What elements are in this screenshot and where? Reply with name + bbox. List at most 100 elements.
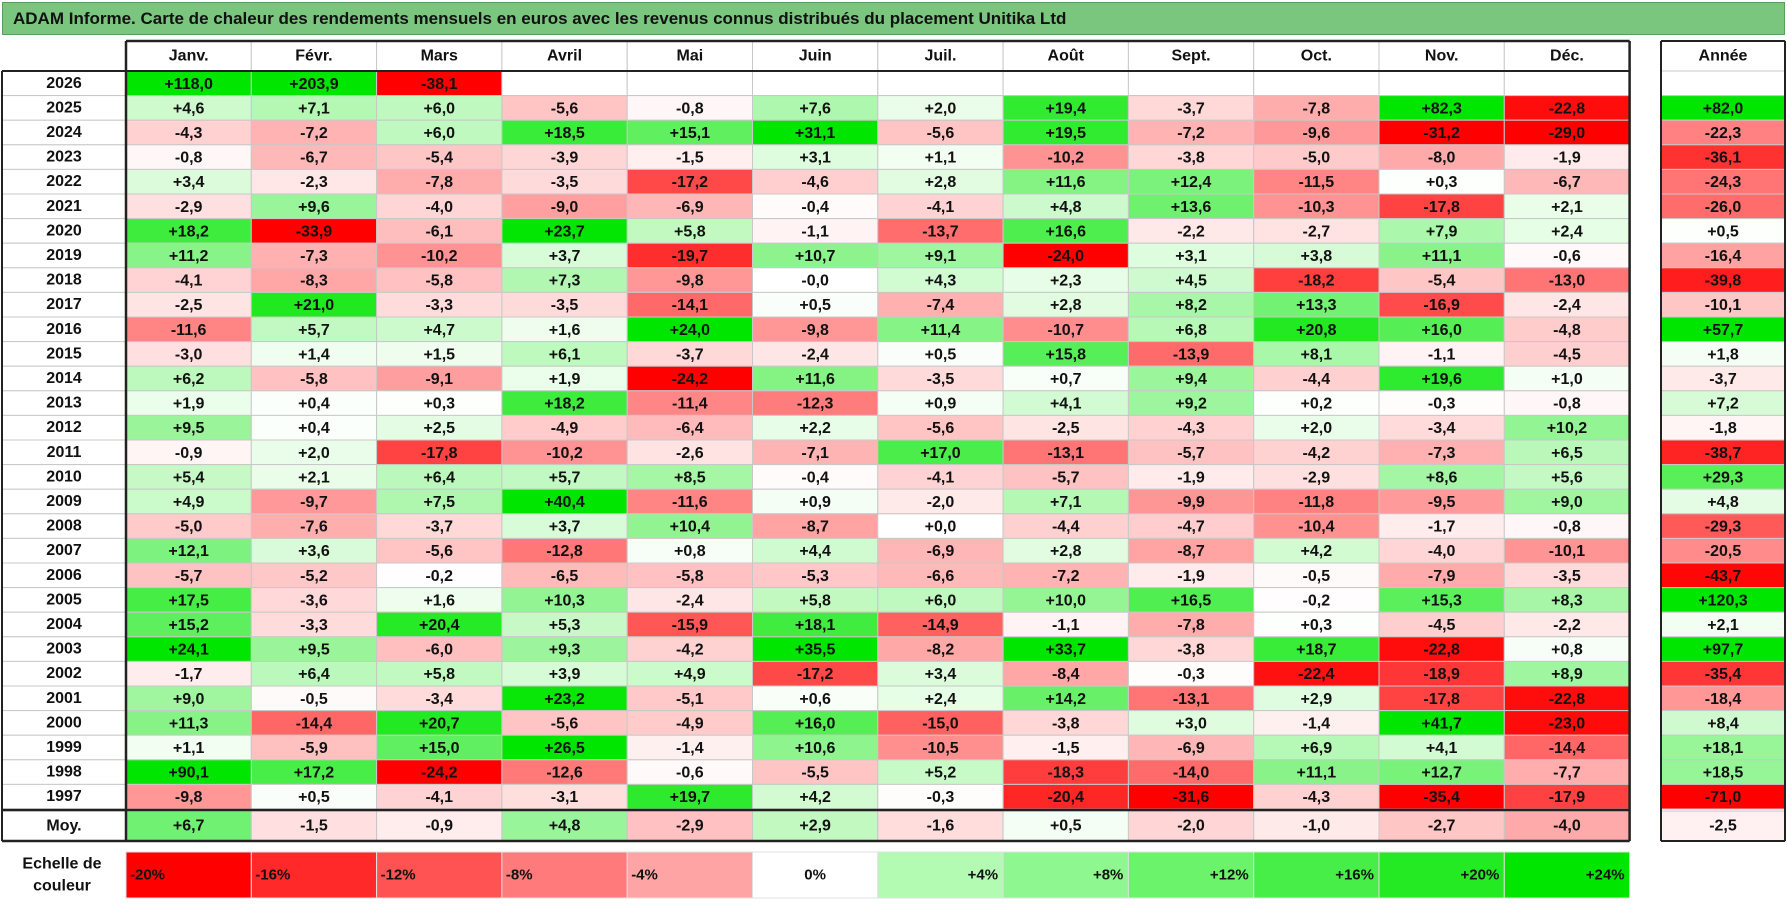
year-label: 2001 <box>46 690 82 707</box>
cell-value: -3,8 <box>1177 150 1205 167</box>
cell-value: -6,9 <box>1177 740 1205 757</box>
heatmap-cell <box>1127 537 1255 564</box>
legend-stop-label: +24% <box>1586 867 1625 884</box>
heatmap-cell <box>1002 562 1129 589</box>
annual-value: +7,2 <box>1707 396 1739 413</box>
heatmap-cell <box>626 390 754 416</box>
annual-value: +4,8 <box>1707 494 1739 511</box>
heatmap-cell <box>376 341 503 367</box>
heatmap-cell <box>1127 70 1255 97</box>
cell-value: +4,1 <box>1050 396 1082 413</box>
annual-value: +1,8 <box>1707 346 1739 363</box>
heatmap-cell <box>1127 587 1255 613</box>
cell-value: +1,6 <box>423 592 455 609</box>
cell-value: -0,8 <box>175 150 203 167</box>
cell-value: -7,4 <box>927 297 955 314</box>
heatmap-cell <box>1378 119 1505 146</box>
heatmap-cell <box>1127 218 1255 244</box>
cell-value: -17,8 <box>1423 199 1460 216</box>
heatmap-cell <box>1002 267 1129 293</box>
month-header-cell <box>752 40 879 72</box>
annual-cell <box>1660 513 1786 539</box>
cell-value: -6,6 <box>927 568 955 585</box>
cell-value: -24,2 <box>421 765 458 782</box>
cell-value: +19,7 <box>670 789 711 806</box>
year-label: 1998 <box>46 764 82 781</box>
heatmap-cell <box>1002 341 1129 367</box>
cell-value: +8,3 <box>1551 592 1583 609</box>
cell-value: +2,9 <box>1301 691 1333 708</box>
cell-value: -5,6 <box>551 715 579 732</box>
heatmap-cell <box>1002 537 1129 564</box>
annual-value: +82,0 <box>1703 100 1744 117</box>
cell-value: -1,1 <box>801 223 829 240</box>
cell-value: +4,6 <box>173 100 205 117</box>
heatmap-cell <box>250 587 378 613</box>
year-label: 2005 <box>46 591 82 608</box>
cell-value: -0,3 <box>1428 396 1456 413</box>
cell-value: +0,9 <box>925 396 957 413</box>
cell-value: -24,0 <box>1048 248 1085 265</box>
cell-value: +9,6 <box>298 199 330 216</box>
cell-value: +3,0 <box>1175 715 1207 732</box>
cell-value: -4,9 <box>676 715 704 732</box>
heatmap-cell <box>250 636 378 662</box>
cell-value: -3,8 <box>1177 642 1205 659</box>
legend-swatch <box>1253 851 1380 899</box>
average-cell <box>752 810 879 842</box>
annual-cell <box>1660 341 1786 367</box>
cell-value: -1,4 <box>1303 715 1331 732</box>
cell-value: -13,0 <box>1549 273 1586 290</box>
heatmap-cell <box>376 636 503 662</box>
heatmap-cell <box>1002 660 1129 687</box>
cell-value: -3,5 <box>551 297 579 314</box>
heatmap-cell <box>250 316 378 343</box>
heatmap-cell <box>501 783 628 810</box>
cell-value: +16,6 <box>1046 223 1087 240</box>
cell-value: +4,2 <box>799 789 831 806</box>
cell-value: +8,5 <box>674 469 706 486</box>
cell-value: +9,5 <box>173 420 205 437</box>
cell-value: -4,1 <box>425 789 453 806</box>
annual-value: -22,3 <box>1705 125 1742 142</box>
cell-value: -9,5 <box>1428 494 1456 511</box>
cell-value: -5,7 <box>1052 469 1080 486</box>
year-cell <box>1 464 127 490</box>
cell-value: +6,0 <box>423 100 455 117</box>
heatmap-cell <box>1378 218 1505 244</box>
heatmap-cell <box>501 414 628 441</box>
annual-cell <box>1660 242 1786 269</box>
cell-value: -7,7 <box>1553 765 1581 782</box>
cell-value: +0,5 <box>799 297 831 314</box>
heatmap-cell <box>501 636 628 662</box>
heatmap-cell <box>1378 365 1505 392</box>
cell-value: -17,9 <box>1549 789 1586 806</box>
cell-value: -4,0 <box>425 199 453 216</box>
annual-value: +18,1 <box>1703 740 1744 757</box>
cell-value: +10,3 <box>544 592 585 609</box>
cell-value: -0,2 <box>425 568 453 585</box>
cell-value: -9,0 <box>551 199 579 216</box>
cell-value: +7,1 <box>298 100 330 117</box>
month-header-cell <box>1378 40 1505 72</box>
annual-value: +0,5 <box>1707 223 1739 240</box>
heatmap-cell <box>752 537 879 564</box>
cell-value: -14,0 <box>1173 765 1210 782</box>
cell-value: -0,0 <box>801 273 829 290</box>
heatmap-cell <box>1503 267 1631 293</box>
annual-value: -35,4 <box>1705 666 1742 683</box>
cell-value: -7,8 <box>425 174 453 191</box>
cell-value: -15,9 <box>672 617 709 634</box>
heatmap-cell <box>1378 242 1505 269</box>
month-header-label: Août <box>1048 48 1085 65</box>
heatmap-cell <box>376 316 503 343</box>
cell-value: +17,2 <box>294 765 335 782</box>
heatmap-cell <box>376 611 503 638</box>
heatmap-cell <box>1503 316 1631 343</box>
month-header-label: Nov. <box>1425 48 1458 65</box>
cell-value: +6,9 <box>1301 740 1333 757</box>
month-header-cell <box>1002 40 1129 72</box>
cell-value: +6,4 <box>298 666 330 683</box>
cell-value: +6,2 <box>173 371 205 388</box>
cell-value: -3,0 <box>175 346 203 363</box>
